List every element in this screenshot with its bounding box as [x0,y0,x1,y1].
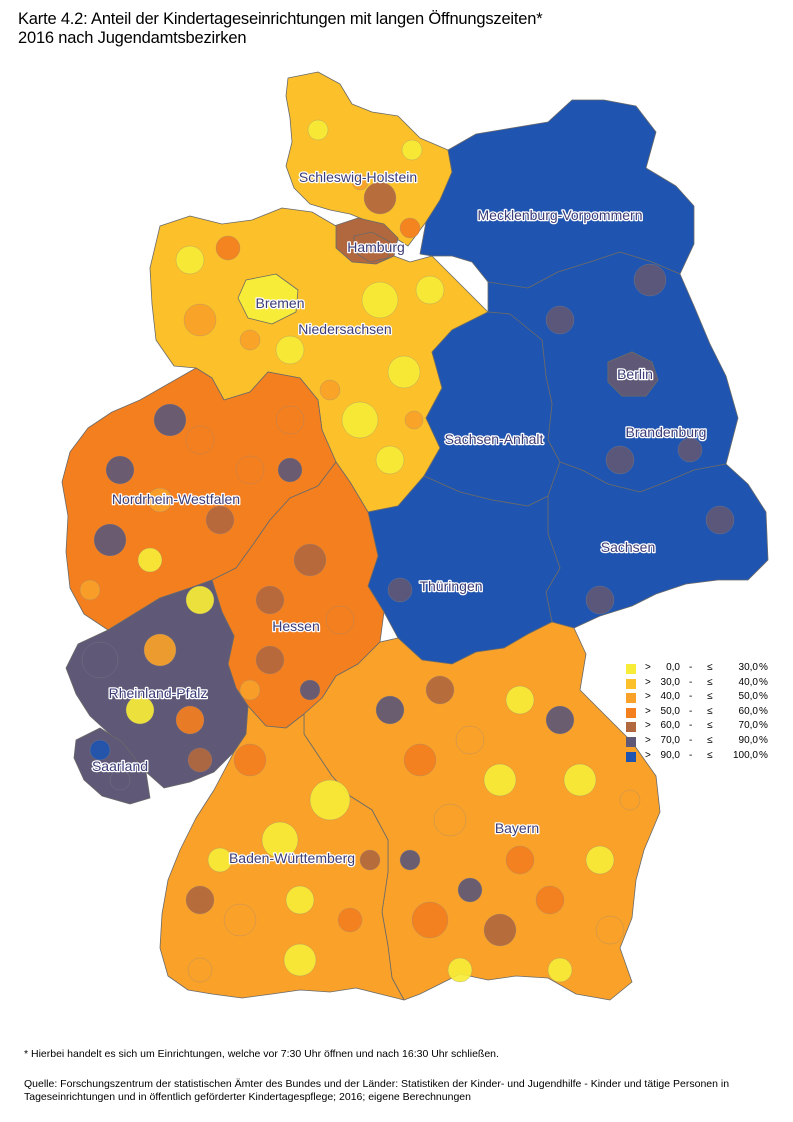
region-bremen [237,273,299,325]
map-title: Karte 4.2: Anteil der Kindertageseinrich… [18,10,543,48]
region-berlin-overlay [607,351,659,397]
legend-upper-bound: 90,0 [738,734,758,746]
legend-dash: - [689,662,693,673]
legend-upper-bound: 30,0 [738,662,758,673]
title-line-1: Karte 4.2: Anteil der Kindertageseinrich… [18,10,543,28]
legend-dash: - [689,705,693,717]
legend-upper-bound: 60,0 [738,705,758,717]
legend-lower-bound: 90,0 [660,749,680,761]
legend-swatch [626,736,636,747]
legend-operator: ≤ [707,720,713,732]
legend-operator: > [645,705,651,717]
legend-lower-bound: 0,0 [666,662,680,673]
label-thueringen: Thüringen [419,578,482,594]
label-brandenburg: Brandenburg [626,424,707,440]
region-schleswig-holstein [285,71,453,247]
legend-lower-bound: 60,0 [660,720,680,732]
label-schleswig-holstein: Schleswig-Holstein [299,169,417,185]
source-note: Quelle: Forschungszentrum der statistisc… [24,1078,730,1103]
footnote: * Hierbei handelt es sich um Einrichtung… [24,1048,499,1060]
label-bayern: Bayern [495,820,539,836]
legend-unit: % [759,749,768,761]
legend-operator: > [645,734,651,746]
title-line-2: 2016 nach Jugendamtsbezirken [18,29,247,47]
label-mecklenburg-vorpommern: Mecklenburg-Vorpommern [478,207,643,223]
legend-lower-bound: 40,0 [660,691,680,703]
label-rheinland-pfalz: Rheinland-Pfalz [109,685,208,701]
legend-operator: ≤ [707,676,713,688]
legend-swatch [626,707,636,718]
district-mosaic [79,119,735,983]
legend-dash: - [689,749,693,761]
legend-swatch [626,722,636,733]
legend-swatch [626,664,636,674]
region-sachsen [545,461,769,629]
region-hamburg-overlay [353,231,391,263]
region-sachsen-anhalt [423,311,561,507]
legend-unit: % [759,720,768,732]
legend-unit: % [759,662,768,673]
legend-operator: > [645,691,651,703]
legend-operator: > [645,720,651,732]
legend-swatch [626,693,636,704]
legend-unit: % [759,676,768,688]
label-saarland: Saarland [92,758,148,774]
legend-upper-bound: 100,0 [732,749,758,761]
legend-swatch [626,678,636,689]
label-niedersachsen: Niedersachsen [298,321,391,337]
legend-operator: ≤ [707,691,713,703]
label-sachsen: Sachsen [601,539,655,555]
legend-operator: > [645,676,651,688]
label-sachsen-anhalt: Sachsen-Anhalt [445,431,544,447]
legend-swatch [626,751,636,762]
legend-lower-bound: 50,0 [660,705,680,717]
legend-operator: ≤ [707,734,713,746]
legend-operator: ≤ [707,705,713,717]
label-berlin: Berlin [617,366,653,382]
label-baden-wuerttemberg: Baden-Württemberg [229,850,355,866]
legend-operator: > [645,749,651,761]
label-bremen: Bremen [255,295,304,311]
legend-unit: % [759,734,768,746]
legend-dash: - [689,720,693,732]
legend-unit: % [759,691,768,703]
legend-operator: > [645,662,651,673]
legend-lower-bound: 30,0 [660,676,680,688]
legend-lower-bound: 70,0 [660,734,680,746]
legend-upper-bound: 50,0 [738,691,758,703]
legend-upper-bound: 70,0 [738,720,758,732]
legend-dash: - [689,734,693,746]
label-hessen: Hessen [272,618,319,634]
legend-upper-bound: 40,0 [738,676,758,688]
legend-dash: - [689,676,693,688]
label-nordrhein-westfalen: Nordrhein-Westfalen [112,491,240,507]
germany-map: Schleswig-Holstein Hamburg Bremen Nieder… [61,71,769,1001]
label-hamburg: Hamburg [347,239,405,255]
legend-unit: % [759,705,768,717]
legend-operator: ≤ [707,749,713,761]
legend-dash: - [689,691,693,703]
legend-operator: ≤ [707,662,713,673]
